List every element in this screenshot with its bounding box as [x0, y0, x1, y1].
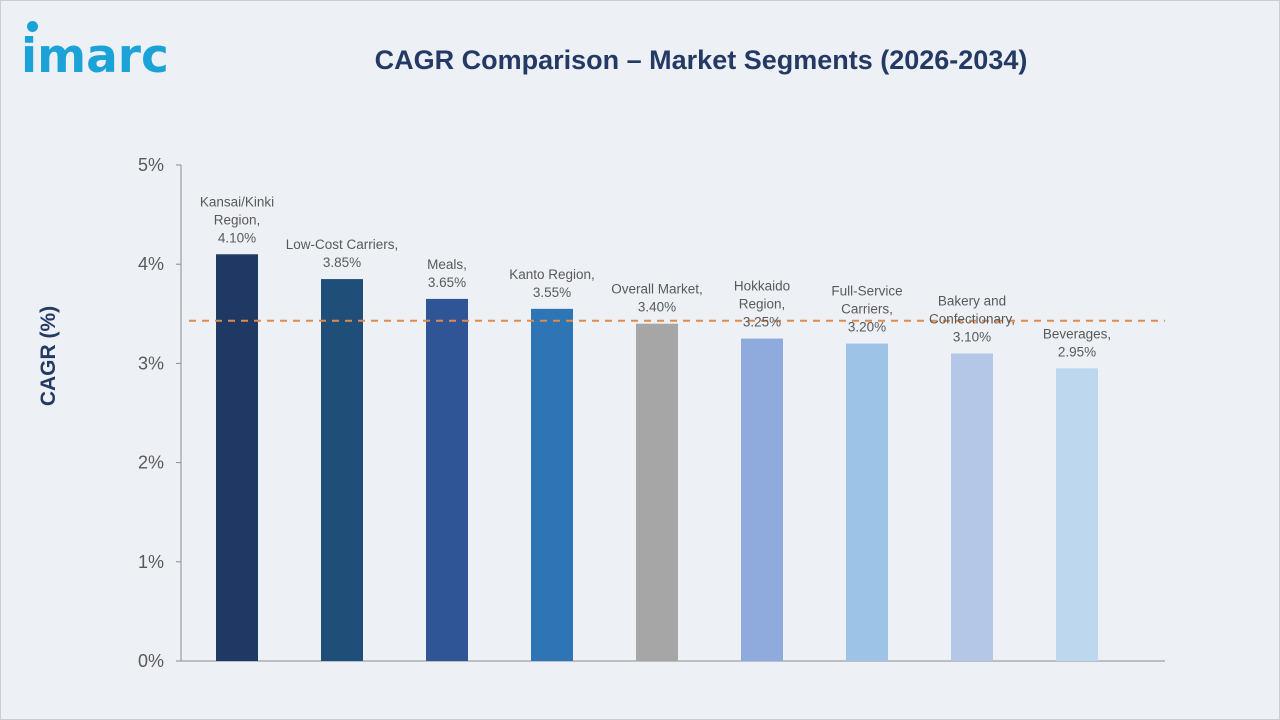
imarc-logo: imarc — [21, 21, 211, 91]
data-label-6: Hokkaido Region, 3.25% — [734, 279, 790, 330]
data-label-line: Confectionary, — [929, 311, 1015, 326]
data-label-line: Region, — [214, 212, 261, 227]
data-label-line: 3.85% — [323, 255, 361, 270]
y-tick-label: 5% — [138, 155, 164, 175]
data-label-line: Beverages, — [1043, 326, 1111, 341]
data-label-line: 3.55% — [533, 285, 571, 300]
logo-text: imarc — [21, 29, 169, 84]
data-label-line: Kanto Region, — [509, 267, 595, 282]
y-tick-label: 1% — [138, 552, 164, 572]
data-label-2: Low-Cost Carriers, 3.85% — [286, 237, 399, 270]
y-tick-label: 3% — [138, 353, 164, 373]
data-label-line: 3.20% — [848, 320, 886, 335]
y-tick-label: 4% — [138, 254, 164, 274]
data-label-line: Region, — [739, 297, 786, 312]
data-label-line: Full-Service — [831, 284, 902, 299]
bar-9 — [1056, 368, 1098, 661]
data-label-line: Bakery and — [938, 293, 1006, 308]
y-tick-label: 2% — [138, 453, 164, 473]
data-label-line: 2.95% — [1058, 344, 1096, 359]
bar-6 — [741, 338, 783, 661]
bar-8 — [951, 353, 993, 661]
y-tick-label: 0% — [138, 651, 164, 671]
data-label-4: Kanto Region, 3.55% — [509, 267, 595, 300]
bar-1 — [216, 254, 258, 661]
bar-7 — [846, 343, 888, 661]
data-label-1: Kansai/Kinki Region, 4.10% — [200, 194, 274, 245]
data-label-line: Overall Market, — [611, 282, 703, 297]
bar-5 — [636, 323, 678, 661]
bar-4 — [531, 308, 573, 661]
data-label-line: Carriers, — [841, 302, 893, 317]
bar-2 — [321, 279, 363, 661]
data-label-line: Hokkaido — [734, 279, 790, 294]
data-label-9: Beverages, 2.95% — [1043, 326, 1111, 359]
data-label-line: Low-Cost Carriers, — [286, 237, 399, 252]
data-label-line: 3.65% — [428, 275, 466, 290]
data-label-3: Meals, 3.65% — [427, 257, 467, 290]
logo-dot — [27, 21, 38, 32]
data-label-line: Meals, — [427, 257, 467, 272]
data-label-line: 3.10% — [953, 329, 991, 344]
data-label-line: Kansai/Kinki — [200, 194, 274, 209]
data-label-5: Overall Market, 3.40% — [611, 282, 703, 315]
data-label-line: 3.25% — [743, 315, 781, 330]
data-label-line: 4.10% — [218, 230, 256, 245]
data-label-7: Full-Service Carriers, 3.20% — [831, 284, 902, 335]
data-label-8: Bakery and Confectionary, 3.10% — [929, 293, 1015, 344]
bar-3 — [426, 298, 468, 661]
chart-title: CAGR Comparison – Market Segments (2026-… — [374, 45, 1028, 75]
data-label-line: 3.40% — [638, 300, 676, 315]
